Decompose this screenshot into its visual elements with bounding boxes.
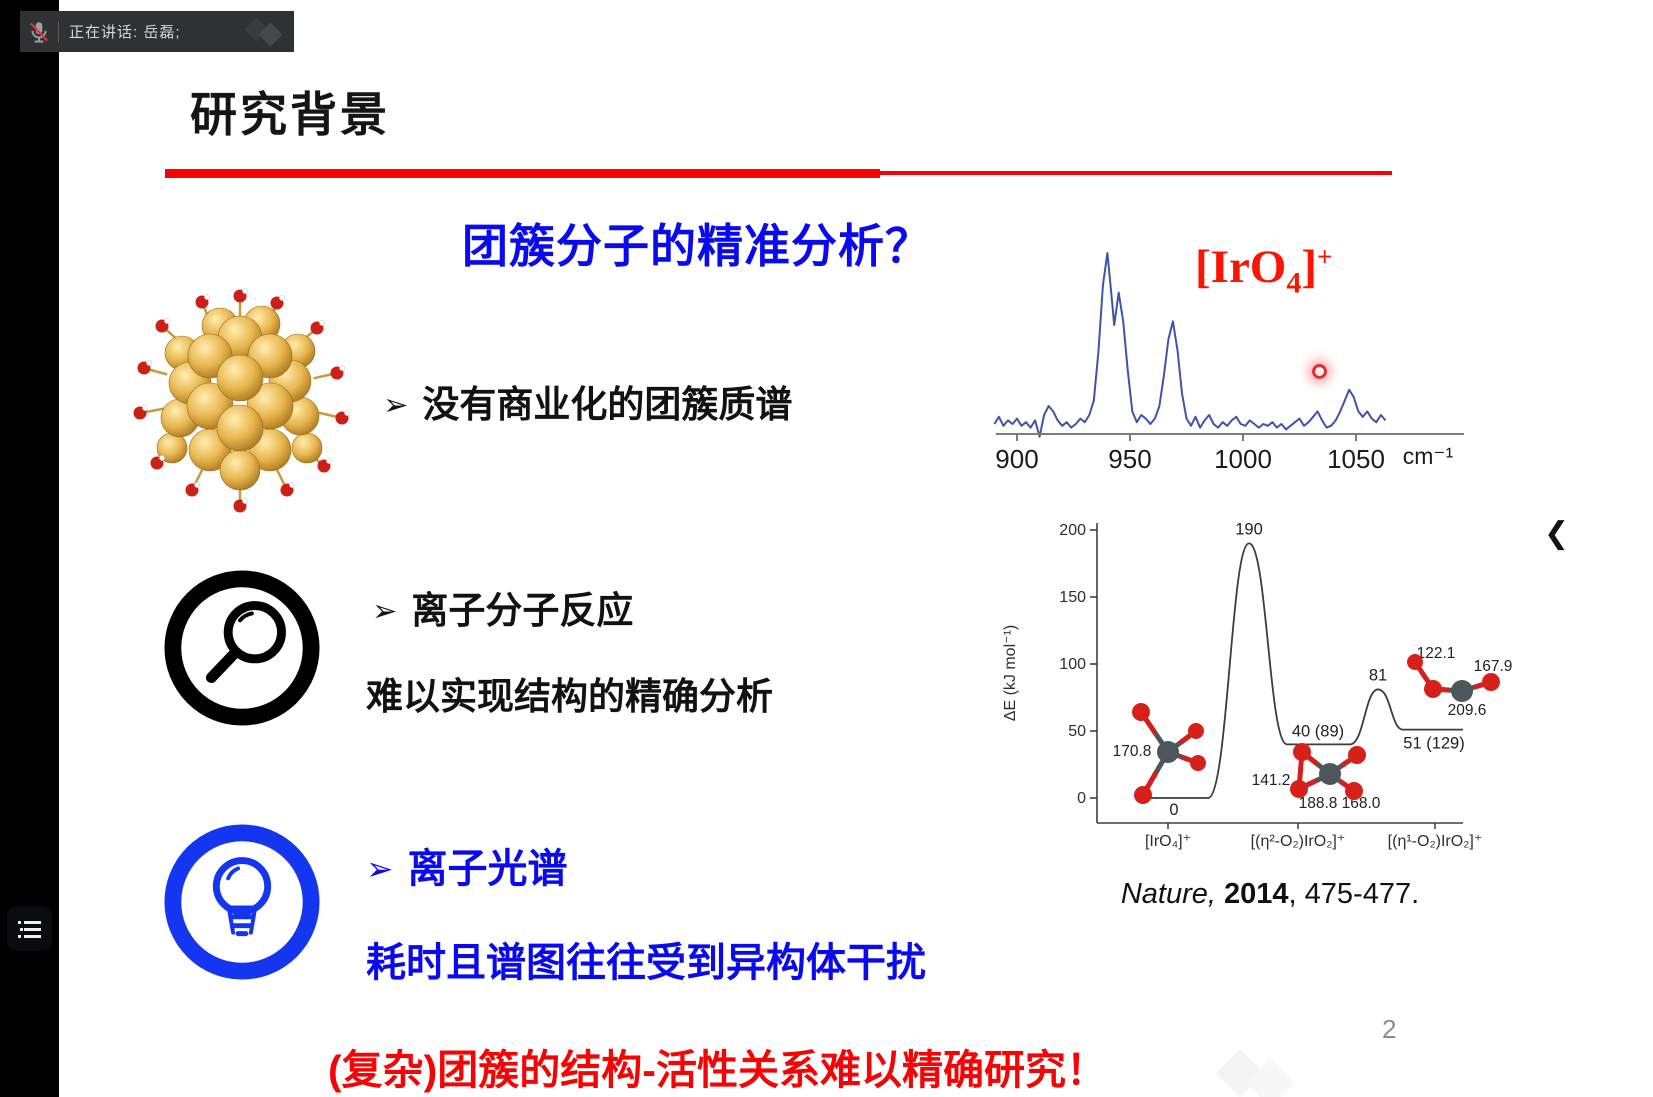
y-tick-label: 200 bbox=[1059, 522, 1086, 539]
bullet-arrow-icon: ➢ bbox=[383, 389, 409, 422]
divider bbox=[58, 20, 59, 43]
bullet1-text: 没有商业化的团簇质谱 bbox=[422, 384, 793, 425]
y-tick-label: 0 bbox=[1077, 790, 1086, 807]
molecule-iro4 bbox=[1132, 703, 1206, 804]
prev-slide-arrow[interactable]: ❮ bbox=[1544, 517, 1570, 550]
bond-length-label: 188.8 bbox=[1299, 795, 1338, 812]
title-underline-thin bbox=[880, 171, 1392, 175]
bond-length-label: 170.8 bbox=[1113, 743, 1152, 760]
molecule-eta2-o2-iro2 bbox=[1290, 743, 1366, 800]
ir-spectrum-plot: 900 950 1000 1050 cm⁻¹ bbox=[993, 252, 1464, 474]
x-tick-label: 950 bbox=[1108, 444, 1151, 474]
citation-year: 2014 bbox=[1215, 878, 1289, 910]
meeting-logo-icon bbox=[244, 17, 283, 47]
x-axis-unit: cm⁻¹ bbox=[1403, 443, 1454, 469]
bullet-ion-spectroscopy: ➢ 离子光谱 bbox=[366, 836, 567, 894]
spectrum-trace bbox=[993, 252, 1387, 438]
y-tick-label: 50 bbox=[1068, 723, 1086, 740]
page-number: 2 bbox=[1382, 1014, 1397, 1044]
ir-spectrum-chart: 900 950 1000 1050 cm⁻¹ [IrO4]+ bbox=[990, 240, 1470, 492]
bond-length-label: 122.1 bbox=[1417, 645, 1456, 662]
page-title: 研究背景 bbox=[190, 88, 390, 141]
meeting-speaking-bar[interactable]: 正在讲话: 岳磊; bbox=[20, 11, 294, 52]
citation: Nature, 2014, 475-477. bbox=[1085, 878, 1455, 911]
iro4-formula-label: [IrO4]+ bbox=[1195, 241, 1333, 300]
magnifier-icon bbox=[164, 570, 320, 726]
watermark-logo bbox=[1215, 1050, 1295, 1097]
bond-length-label: 168.0 bbox=[1342, 795, 1381, 812]
muted-microphone-icon bbox=[20, 19, 58, 45]
energy-value-label: 51 (129) bbox=[1403, 735, 1464, 753]
bullet-ion-molecule-reaction: ➢ 离子分子反应 bbox=[372, 580, 633, 634]
citation-journal: Nature, bbox=[1120, 878, 1216, 910]
energy-curve bbox=[1140, 542, 1463, 799]
bullet-arrow-icon: ➢ bbox=[366, 850, 394, 887]
lightbulb-icon bbox=[164, 824, 320, 980]
bond-length-label: 167.9 bbox=[1474, 658, 1513, 675]
title-underline-thick bbox=[165, 169, 880, 178]
bullet-no-commercial-cluster-ms: ➢ 没有商业化的团簇质谱 bbox=[383, 374, 792, 428]
energy-value-label: 81 bbox=[1369, 666, 1387, 684]
laser-pointer-dot bbox=[1312, 364, 1327, 379]
bullet2-subtext: 难以实现结构的精确分析 bbox=[366, 676, 773, 717]
molecule-eta1-o2-iro2 bbox=[1407, 654, 1500, 702]
meeting-list-button[interactable] bbox=[7, 906, 52, 951]
citation-pages: , 475-477. bbox=[1288, 878, 1420, 910]
bullet-arrow-icon: ➢ bbox=[372, 595, 398, 628]
question-heading: 团簇分子的精准分析？ bbox=[462, 220, 932, 272]
energy-profile-plot: 0 50 100 150 200 ΔE (kJ mol⁻¹) 0 190 40 (89) 81 51… bbox=[1002, 520, 1513, 850]
y-tick-label: 150 bbox=[1059, 589, 1086, 606]
x-tick-label: 1050 bbox=[1327, 444, 1385, 474]
speaking-label: 正在讲话: 岳磊; bbox=[69, 24, 181, 41]
y-tick-label: 100 bbox=[1059, 656, 1086, 673]
energy-value-label: 40 (89) bbox=[1292, 722, 1344, 740]
species-label: [(η²-O₂)IrO₂]⁺ bbox=[1251, 833, 1346, 850]
gold-cluster-image bbox=[133, 288, 350, 513]
species-label: [IrO₄]⁺ bbox=[1145, 833, 1191, 850]
list-icon bbox=[17, 920, 41, 938]
x-tick-label: 900 bbox=[995, 444, 1038, 474]
conclusion-text: (复杂)团簇的结构-活性关系难以精确研究！ bbox=[328, 1047, 1107, 1093]
y-axis-label: ΔE (kJ mol⁻¹) bbox=[1002, 625, 1019, 721]
x-tick-label: 1000 bbox=[1214, 444, 1272, 474]
bullet2-text: 离子分子反应 bbox=[411, 590, 634, 631]
bond-length-label: 209.6 bbox=[1448, 702, 1487, 719]
species-label: [(η¹-O₂)IrO₂]⁺ bbox=[1388, 833, 1483, 850]
bullet3-subtext: 耗时且谱图往往受到异构体干扰 bbox=[366, 941, 926, 985]
bond-length-label: 141.2 bbox=[1252, 772, 1291, 789]
energy-value-label: 190 bbox=[1235, 520, 1263, 538]
energy-profile-chart: 0 50 100 150 200 ΔE (kJ mol⁻¹) 0 190 40 (89) 81 51… bbox=[985, 490, 1530, 858]
bullet3-text: 离子光谱 bbox=[407, 847, 568, 891]
energy-value-label: 0 bbox=[1169, 801, 1178, 819]
